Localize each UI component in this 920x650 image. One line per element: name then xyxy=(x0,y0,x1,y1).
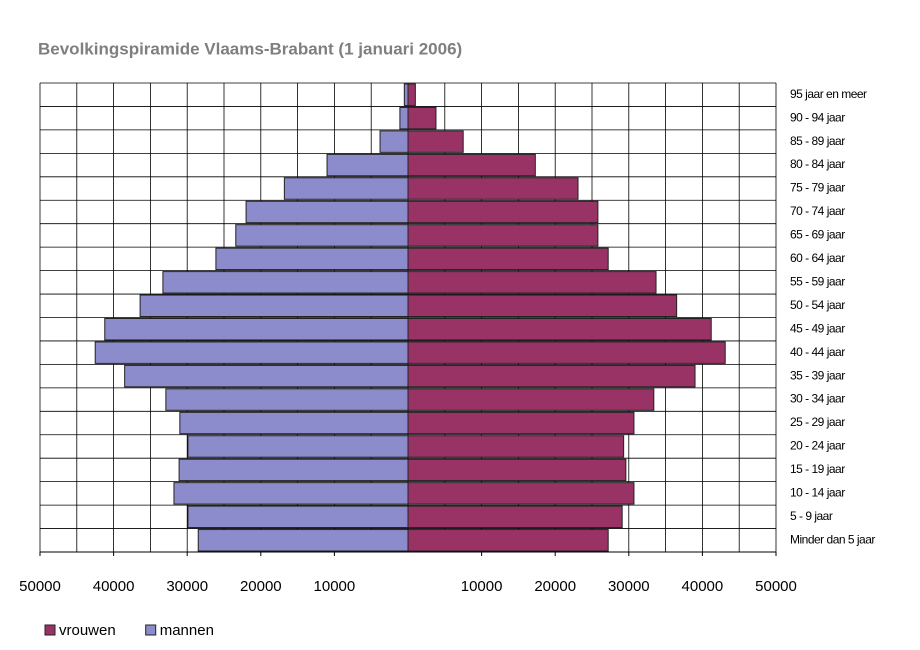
bar xyxy=(407,318,712,341)
x-tick-label: 20000 xyxy=(240,578,282,595)
bar xyxy=(407,529,609,552)
x-tick-label: 10000 xyxy=(461,578,503,595)
bar xyxy=(399,106,409,130)
bar xyxy=(173,482,409,505)
bar xyxy=(403,83,409,106)
bar xyxy=(139,294,409,317)
bar xyxy=(407,271,657,294)
bar xyxy=(178,458,409,482)
x-tick-label: 30000 xyxy=(166,578,208,595)
y-tick-label: 85 - 89 jaar xyxy=(790,134,845,148)
y-tick-label: 35 - 39 jaar xyxy=(790,368,845,382)
bar xyxy=(407,341,726,364)
bar xyxy=(104,318,409,341)
y-tick-label: 50 - 54 jaar xyxy=(790,298,845,312)
bar xyxy=(379,130,409,153)
y-tick-label: 60 - 64 jaar xyxy=(790,251,845,265)
bar xyxy=(162,271,409,294)
x-tick-label: 40000 xyxy=(682,578,724,595)
bar xyxy=(407,411,635,435)
y-tick-label: 45 - 49 jaar xyxy=(790,321,845,335)
y-tick-label: 90 - 94 jaar xyxy=(790,110,845,124)
bar xyxy=(187,435,409,458)
legend-label: mannen xyxy=(160,622,214,639)
x-tick-label: 20000 xyxy=(534,578,576,595)
bar xyxy=(407,106,437,130)
bar xyxy=(326,153,409,177)
legend-swatch xyxy=(44,624,56,636)
x-tick-label: 50000 xyxy=(19,578,61,595)
bar xyxy=(235,224,409,247)
bar xyxy=(407,505,623,529)
bar xyxy=(407,247,609,271)
bar xyxy=(407,294,678,317)
x-tick-label: 50000 xyxy=(755,578,797,595)
y-tick-label: 10 - 14 jaar xyxy=(790,486,845,500)
bar xyxy=(215,247,409,271)
bar xyxy=(407,224,599,247)
y-tick-label: 5 - 9 jaar xyxy=(790,509,833,523)
bar xyxy=(407,435,625,458)
legend-label: vrouwen xyxy=(59,622,116,639)
bar xyxy=(407,482,635,505)
y-tick-label: 25 - 29 jaar xyxy=(790,415,845,429)
bar xyxy=(179,411,409,435)
y-tick-label: 70 - 74 jaar xyxy=(790,204,845,218)
legend-swatch xyxy=(145,624,157,636)
x-tick-label: 10000 xyxy=(314,578,356,595)
y-tick-label: 30 - 34 jaar xyxy=(790,392,845,406)
bar xyxy=(245,200,409,224)
bar xyxy=(124,364,409,388)
bar xyxy=(94,341,409,364)
x-tick-label: 40000 xyxy=(93,578,135,595)
y-tick-label: 20 - 24 jaar xyxy=(790,439,845,453)
y-tick-label: Minder dan 5 jaar xyxy=(790,532,875,546)
bar xyxy=(187,505,409,529)
bar xyxy=(407,364,696,388)
bar xyxy=(407,458,627,482)
chart-title: Bevolkingspiramide Vlaams-Brabant (1 jan… xyxy=(38,39,462,58)
y-tick-label: 55 - 59 jaar xyxy=(790,274,845,288)
y-tick-label: 65 - 69 jaar xyxy=(790,228,845,242)
y-tick-label: 15 - 19 jaar xyxy=(790,462,845,476)
bar xyxy=(407,200,599,224)
bar xyxy=(165,388,409,411)
bar xyxy=(407,83,416,106)
y-tick-label: 75 - 79 jaar xyxy=(790,181,845,195)
bar xyxy=(407,177,579,200)
bar xyxy=(283,177,409,200)
y-tick-label: 80 - 84 jaar xyxy=(790,157,845,171)
bar xyxy=(197,529,409,552)
y-tick-label: 95 jaar en meer xyxy=(790,87,867,101)
y-tick-label: 40 - 44 jaar xyxy=(790,345,845,359)
bar xyxy=(407,388,655,411)
bar xyxy=(407,130,464,153)
bar xyxy=(407,153,536,177)
x-tick-label: 30000 xyxy=(608,578,650,595)
